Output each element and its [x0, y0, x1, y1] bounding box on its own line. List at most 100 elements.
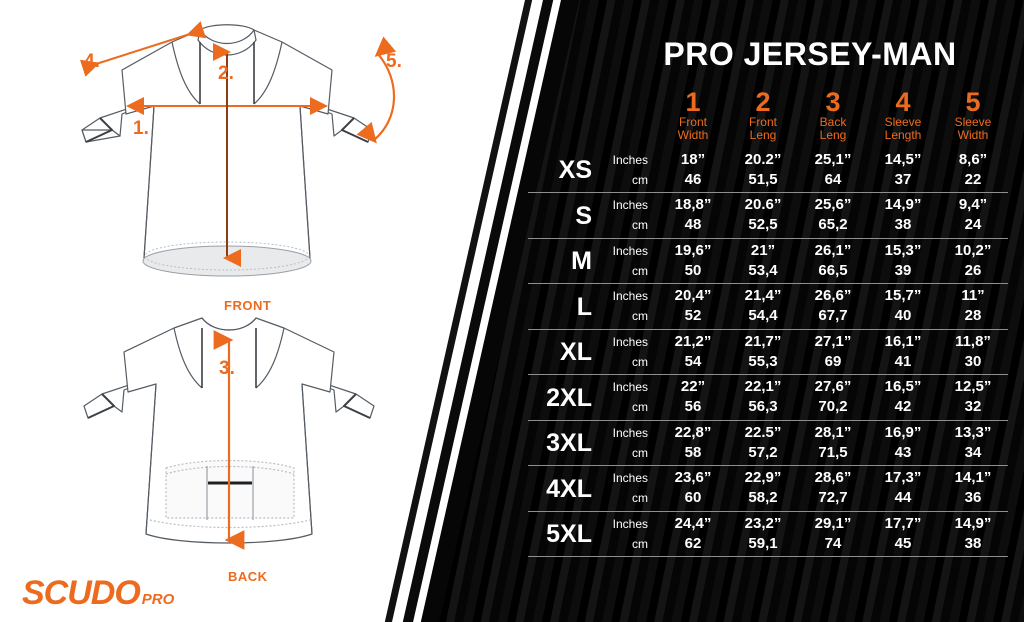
column-label-2-line2: Leng	[749, 127, 777, 142]
unit-label-inches: Inches	[612, 198, 648, 213]
cell-inches-5: 12,5”	[954, 378, 992, 396]
table-row: cm 46 51,5 64 37 22	[528, 170, 1008, 193]
unit-label-inches: Inches	[612, 380, 648, 395]
cell-inches-1: 23,6”	[674, 469, 712, 487]
cell-cm-5: 24	[964, 216, 982, 234]
cell-inches-1: 19,6”	[674, 241, 712, 259]
cell-cm-4: 37	[894, 170, 912, 188]
column-number-4: 4	[895, 87, 911, 117]
cell-inches-2: 22,9”	[744, 469, 782, 487]
column-label-2: Front Leng	[728, 116, 798, 147]
column-label-5: Sleeve Width	[938, 116, 1008, 147]
cell-cm-5: 30	[964, 352, 982, 370]
cell-inches-2: 21”	[750, 241, 776, 259]
cell-inches-1: 22,8”	[674, 423, 712, 441]
unit-label-inches: Inches	[612, 516, 648, 531]
unit-label-inches: Inches	[612, 471, 648, 486]
cell-inches-1: 18”	[680, 150, 706, 168]
header-number-row: 1 2 3 4 5	[528, 87, 1008, 117]
front-view-caption: FRONT	[224, 298, 272, 313]
row-separator	[528, 328, 1008, 330]
unit-label-cm: cm	[632, 400, 648, 415]
unit-label-cm: cm	[632, 218, 648, 233]
row-separator	[528, 419, 1008, 421]
cell-inches-4: 14,9”	[884, 196, 922, 214]
cell-cm-3: 65,2	[818, 216, 848, 234]
cell-cm-2: 56,3	[748, 398, 778, 416]
cell-inches-3: 26,6”	[814, 287, 852, 305]
cell-inches-5: 8,6”	[958, 150, 988, 168]
unit-label-cm: cm	[632, 354, 648, 369]
cell-inches-4: 16,1”	[884, 332, 922, 350]
row-separator	[528, 510, 1008, 512]
unit-label-cm: cm	[632, 309, 648, 324]
cell-cm-4: 44	[894, 489, 912, 507]
cell-cm-3: 64	[824, 170, 842, 188]
unit-label-inches: Inches	[612, 243, 648, 258]
cell-cm-1: 48	[684, 216, 702, 234]
cell-inches-1: 18,8”	[674, 196, 712, 214]
cell-inches-2: 21,7”	[744, 332, 782, 350]
cell-cm-4: 39	[894, 261, 912, 279]
cell-cm-2: 58,2	[748, 489, 778, 507]
table-row: L Inches 20,4” 21,4” 26,6” 15,7” 11”	[528, 284, 1008, 321]
front-measure-arrows	[79, 21, 397, 267]
table-row: cm 60 58,2 72,7 44 36	[528, 488, 1008, 511]
table-row: cm 50 53,4 66,5 39 26	[528, 261, 1008, 284]
cell-cm-1: 60	[684, 489, 702, 507]
column-label-4: Sleeve Length	[868, 116, 938, 147]
cell-cm-3: 66,5	[818, 261, 848, 279]
cell-inches-5: 10,2”	[954, 241, 992, 259]
cell-cm-2: 54,4	[748, 307, 778, 325]
column-label-1-line2: Width	[677, 127, 709, 142]
table-row: XS Inches 18” 20.2” 25,1” 14,5” 8,6”	[528, 148, 1008, 185]
row-separator	[528, 283, 1008, 285]
table-row: 2XL Inches 22” 22,1” 27,6” 16,5” 12,5”	[528, 375, 1008, 412]
row-separator	[528, 374, 1008, 376]
cell-inches-4: 14,5”	[884, 150, 922, 168]
back-jersey-illustration	[83, 317, 375, 550]
table-row: M Inches 19,6” 21” 26,1” 15,3” 10,2”	[528, 239, 1008, 276]
callout-3: 3.	[219, 358, 235, 379]
cell-cm-5: 32	[964, 398, 982, 416]
unit-label-inches: Inches	[612, 425, 648, 440]
unit-label-inches: Inches	[612, 289, 648, 304]
cell-cm-3: 70,2	[818, 398, 848, 416]
unit-label-inches: Inches	[612, 152, 648, 167]
column-number-1: 1	[685, 87, 701, 117]
column-label-5-line2: Width	[957, 127, 989, 142]
header-size-spacer	[528, 88, 602, 116]
column-label-4-line2: Length	[884, 127, 922, 142]
cell-cm-1: 62	[684, 534, 702, 552]
cell-cm-1: 58	[684, 443, 702, 461]
cell-inches-1: 22”	[680, 378, 706, 396]
cell-cm-5: 38	[964, 534, 982, 552]
callout-5: 5.	[386, 51, 402, 72]
cell-cm-4: 43	[894, 443, 912, 461]
column-number-3: 3	[825, 87, 841, 117]
cell-cm-1: 56	[684, 398, 702, 416]
cell-inches-3: 25,6”	[814, 196, 852, 214]
table-row: cm 52 54,4 67,7 40 28	[528, 306, 1008, 329]
cell-cm-4: 42	[894, 398, 912, 416]
cell-inches-3: 29,1”	[814, 514, 852, 532]
table-row: S Inches 18,8” 20.6” 25,6” 14,9” 9,4”	[528, 193, 1008, 230]
cell-inches-2: 21,4”	[744, 287, 782, 305]
cell-cm-5: 22	[964, 170, 982, 188]
cell-inches-4: 15,7”	[884, 287, 922, 305]
column-label-3: Back Leng	[798, 116, 868, 147]
table-body: XS Inches 18” 20.2” 25,1” 14,5” 8,6” cm 46 51,5 64…	[528, 148, 1008, 558]
cell-inches-2: 20.6”	[744, 196, 782, 214]
table-header: 1 2 3 4 5 Front Width Front Leng	[528, 88, 1008, 148]
row-separator	[528, 237, 1008, 239]
back-view-caption: BACK	[228, 569, 268, 584]
cell-inches-4: 16,5”	[884, 378, 922, 396]
front-jersey-illustration	[79, 21, 397, 277]
size-label: 5XL	[546, 520, 592, 549]
table-row: 3XL Inches 22,8” 22.5” 28,1” 16,9” 13,3”	[528, 421, 1008, 458]
cell-cm-2: 51,5	[748, 170, 778, 188]
size-label: 3XL	[546, 429, 592, 458]
cell-inches-3: 26,1”	[814, 241, 852, 259]
cell-inches-4: 17,3”	[884, 469, 922, 487]
unit-label-cm: cm	[632, 263, 648, 278]
